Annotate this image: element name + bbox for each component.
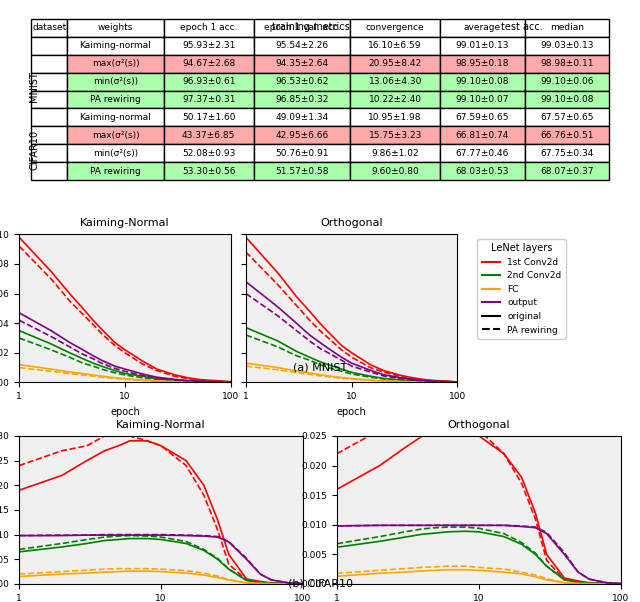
Title: Orthogonal: Orthogonal <box>321 218 383 228</box>
Title: Kaiming-Normal: Kaiming-Normal <box>116 420 206 430</box>
Text: (a) MNIST: (a) MNIST <box>293 362 347 372</box>
Text: training metrics: training metrics <box>272 22 350 32</box>
Title: Orthogonal: Orthogonal <box>447 420 510 430</box>
Title: Kaiming-Normal: Kaiming-Normal <box>80 218 170 228</box>
Text: test acc.: test acc. <box>500 22 543 32</box>
Legend: 1st Conv2d, 2nd Conv2d, FC, output, original, PA rewiring: 1st Conv2d, 2nd Conv2d, FC, output, orig… <box>477 239 566 339</box>
Text: MNIST: MNIST <box>29 71 39 102</box>
Text: (b) CIFAR10: (b) CIFAR10 <box>287 579 353 589</box>
X-axis label: epoch: epoch <box>110 407 140 417</box>
X-axis label: epoch: epoch <box>337 407 367 417</box>
Text: CIFAR10: CIFAR10 <box>29 130 39 170</box>
